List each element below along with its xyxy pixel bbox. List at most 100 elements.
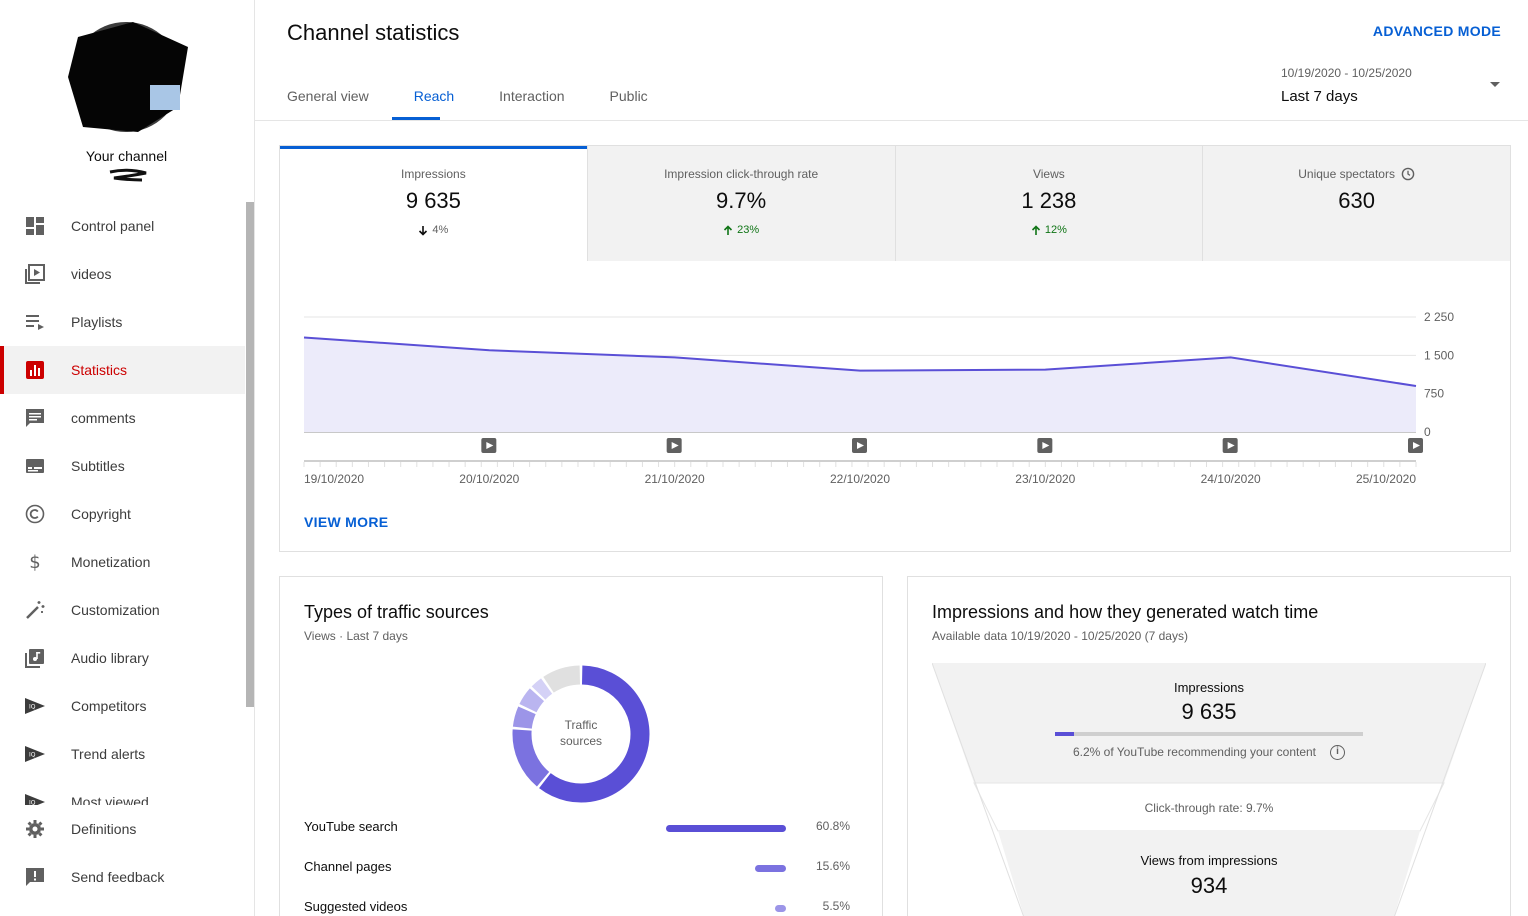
page-title: Channel statistics [287,20,460,45]
play-icon [1042,442,1050,449]
sidebar-item-comments[interactable]: comments [0,394,245,442]
traffic-source-row[interactable]: Suggested videos 5.5% [304,899,864,916]
traffic-source-row[interactable]: YouTube search 60.8% [304,819,864,839]
recommendation-progress-bar [1055,732,1363,736]
card-subtitle: Available data 10/19/2020 - 10/25/2020 (… [932,629,1188,643]
traffic-source-row[interactable]: Channel pages 15.6% [304,859,864,879]
sidebar-item-label: Monetization [71,554,151,570]
sidebar-item-label: Definitions [71,821,137,837]
date-dropdown-caret-icon[interactable] [1490,82,1500,87]
metric-label: Impression click-through rate [664,167,819,181]
traffic-donut-chart[interactable] [506,659,656,809]
x-tick-label: 19/10/2020 [304,472,364,486]
funnel-impressions-value: 9 635 [1181,699,1237,724]
series-line[interactable] [303,336,1417,387]
feedback-icon [24,866,46,888]
sidebar-item-label: videos [71,266,112,282]
reach-line-chart[interactable]: 2 250 1 500 750 0 19/10/2020 20/10/2020 21/10/… [280,261,1510,511]
sidebar-bottom-nav: Definitions Send feedback [0,805,245,901]
statistics-icon [24,359,46,381]
recommend-text: 6.2% of YouTube recommending your conten… [1072,745,1317,759]
metric-change-value: 23% [737,224,760,236]
sidebar-item-label: Statistics [71,362,128,378]
sidebar-item-definitions[interactable]: Definitions [0,805,245,853]
sidebar-item-send-feedback[interactable]: Send feedback [0,853,245,901]
donut-label-line: Traffic [564,718,598,732]
magic-wand-icon [24,599,46,621]
sidebar-item-copyright[interactable]: Copyright [0,490,245,538]
sidebar-item-statistics[interactable]: Statistics [0,346,245,394]
y-tick-label: 750 [1424,387,1444,401]
sidebar-item-customization[interactable]: Customization [0,586,245,634]
donut-center-label: Traffic sources [546,717,616,749]
metric-value: 1 238 [1021,188,1077,213]
donut-slice-youtube-search[interactable] [539,665,650,803]
active-tab-indicator [392,117,440,120]
channel-avatar[interactable] [58,17,193,138]
impressions-funnel-card: Impressions and how they generated watch… [907,576,1511,916]
metric-change: 4% [280,224,587,236]
metric-views[interactable]: Views 1 238 12% [894,146,1203,261]
sidebar-item-control-panel[interactable]: Control panel [0,202,245,250]
sidebar-item-label: Subtitles [71,458,125,474]
metric-change-value: 12% [1044,224,1067,236]
traffic-source-bar [775,905,786,912]
vidiq-icon: IQ [24,743,46,765]
metric-label: Impressions [401,167,466,181]
play-icon [857,442,864,449]
svg-text:IQ: IQ [29,704,36,711]
donut-slice-suggested-videos[interactable] [512,706,536,730]
sidebar-item-competitors[interactable]: IQ Competitors [0,682,245,730]
clock-icon [1401,167,1415,181]
traffic-source-pct: 60.8% [815,819,850,833]
date-range[interactable]: 10/19/2020 - 10/25/2020 [1281,66,1412,80]
arrow-down-icon [419,225,428,236]
sidebar-item-monetization[interactable]: $ Monetization [0,538,245,586]
tab-public[interactable]: Public [609,88,648,104]
sidebar-item-label: Competitors [71,698,147,714]
sidebar-item-audio-library[interactable]: Audio library [0,634,245,682]
advanced-mode-button[interactable]: ADVANCED MODE [1372,23,1501,39]
subtitles-icon [24,455,46,477]
tab-reach[interactable]: Reach [413,88,455,104]
x-tick-label: 25/10/2020 [1356,472,1416,486]
funnel-views-label: Views from impressions [1140,853,1278,868]
metric-label: Unique spectators [1203,167,1510,181]
sidebar: Your channel Control panel videos Playlist… [0,0,255,916]
metric-impressions[interactable]: Impressions 9 635 4% [280,146,587,261]
svg-text:IQ: IQ [29,752,36,759]
tabs: General view Reach Interaction Public [287,88,693,104]
sidebar-item-label: Audio library [71,650,149,666]
sidebar-item-subtitles[interactable]: Subtitles [0,442,245,490]
play-icon [1227,442,1235,449]
info-icon[interactable]: i [1330,745,1346,761]
card-title: Impressions and how they generated watch… [932,602,1319,622]
funnel-impressions-label: Impressions [1173,680,1245,695]
sidebar-item-label: Send feedback [71,869,165,885]
metric-ctr[interactable]: Impression click-through rate 9.7% 23% [586,146,895,261]
traffic-source-name: Suggested videos [304,899,408,914]
tab-general-view[interactable]: General view [287,88,369,104]
donut-label-line: sources [559,734,603,748]
tab-interaction[interactable]: Interaction [499,88,565,104]
sidebar-scrollbar[interactable] [246,202,254,707]
sidebar-item-videos[interactable]: videos [0,250,245,298]
metric-unique-spectators[interactable]: Unique spectators 630 [1202,146,1510,261]
metric-tabs: Impressions 9 635 4% Impression click-th… [280,146,1510,261]
metric-value: 9.7% [716,188,767,213]
play-icon [671,442,679,449]
donut-slice-other[interactable] [543,665,581,693]
metric-change: 12% [896,224,1203,236]
donut-slice-channel-pages[interactable] [512,729,550,787]
funnel-shape [932,663,1486,916]
donut-slice-other[interactable] [519,688,545,713]
donut-slice-other[interactable] [531,678,553,700]
date-preset[interactable]: Last 7 days [1281,88,1358,105]
traffic-source-name: YouTube search [304,819,398,834]
sidebar-nav: Control panel videos Playlists Statistics co… [0,202,245,826]
sidebar-item-trend-alerts[interactable]: IQ Trend alerts [0,730,245,778]
view-more-link[interactable]: VIEW MORE [304,514,389,530]
sidebar-item-playlists[interactable]: Playlists [0,298,245,346]
metric-value: 630 [1338,188,1375,213]
y-tick-label: 0 [1424,425,1431,439]
